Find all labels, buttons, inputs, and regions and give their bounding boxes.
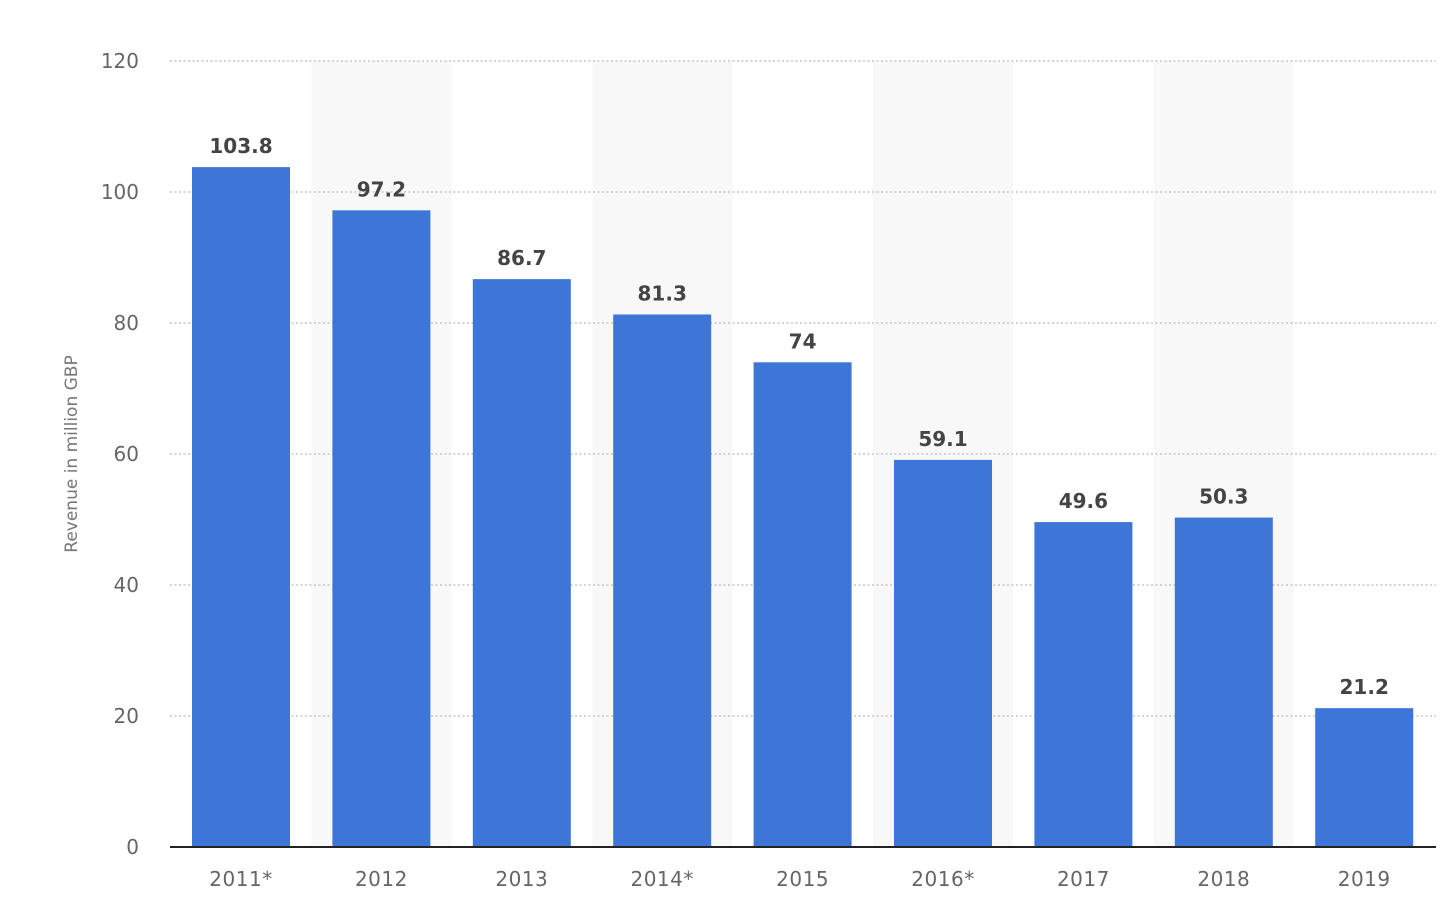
y-axis-ticks: 0 20 40 60 80 100 120: [101, 49, 139, 859]
data-label: 21.2: [1340, 675, 1389, 699]
bars: [192, 167, 1414, 848]
x-tick-label: 2011*: [209, 867, 272, 891]
bar: [753, 362, 852, 847]
y-axis-title: Revenue in million GBP: [62, 355, 82, 552]
bar: [1315, 708, 1414, 847]
bar: [894, 459, 992, 847]
data-label: 103.8: [209, 134, 272, 158]
data-label: 86.7: [497, 246, 546, 270]
x-tick-label: 2017: [1057, 867, 1110, 891]
bar: [192, 167, 290, 848]
bar: [332, 210, 431, 848]
x-tick-label: 2013: [495, 867, 548, 891]
y-tick-label: 0: [126, 835, 139, 859]
y-tick-label: 120: [101, 49, 139, 73]
x-axis-ticks: 2011* 2012 2013 2014* 2015 2016* 2017 2018 2019: [209, 867, 1390, 891]
data-label: 97.2: [357, 177, 406, 201]
y-tick-label: 40: [114, 573, 139, 597]
bar: [1034, 522, 1133, 847]
x-tick-label: 2015: [776, 867, 829, 891]
data-label: 81.3: [638, 281, 687, 305]
x-tick-label: 2014*: [630, 867, 693, 891]
y-tick-label: 80: [114, 311, 139, 335]
bar: [1174, 517, 1273, 847]
data-label: 50.3: [1199, 485, 1248, 509]
y-tick-label: 60: [114, 442, 139, 466]
data-label: 49.6: [1059, 489, 1108, 513]
x-tick-label: 2012: [355, 867, 408, 891]
data-label: 74: [789, 329, 817, 353]
x-tick-label: 2018: [1197, 867, 1250, 891]
y-tick-label: 20: [114, 704, 139, 728]
y-tick-label: 100: [101, 180, 139, 204]
bar: [613, 314, 712, 847]
x-tick-label: 2016*: [911, 867, 974, 891]
x-tick-label: 2019: [1338, 867, 1391, 891]
data-labels: 103.8 97.2 86.7 81.3 74 59.1 49.6 50.3 21.2: [209, 134, 1389, 699]
data-label: 59.1: [918, 427, 967, 451]
bar: [472, 279, 571, 847]
